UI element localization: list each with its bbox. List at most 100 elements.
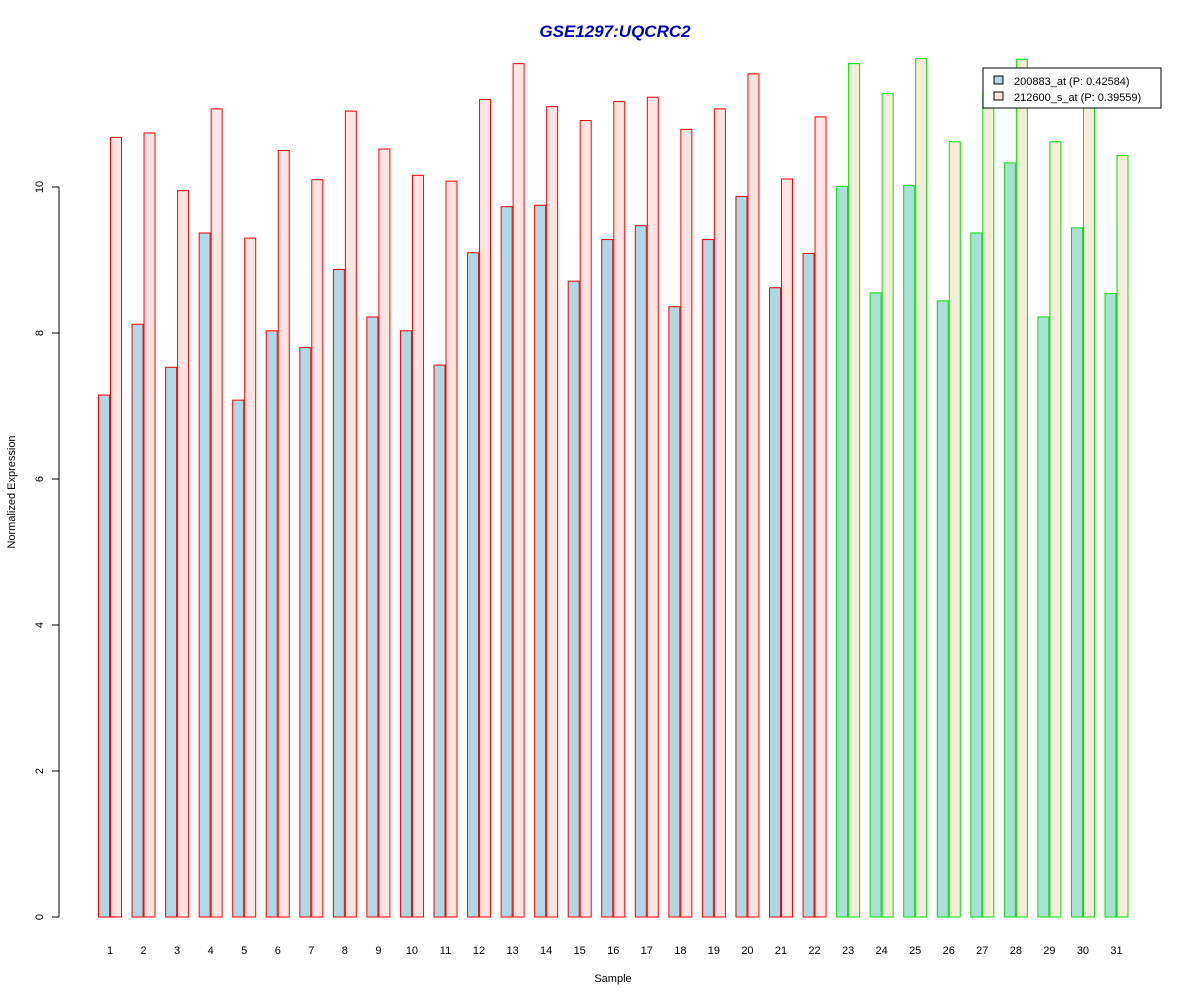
bar-212600-s-at-6 [277,150,290,918]
bar-212600-s-at-22 [814,116,827,918]
x-tick-label-20: 20 [741,945,753,957]
bar-212600-s-at-18 [680,128,693,918]
bar-212600-s-at-12 [479,98,492,918]
bar-212600-s-at-28 [1015,58,1028,918]
x-tick-label-29: 29 [1043,945,1055,957]
bar-200883-at-14 [534,204,547,918]
bar-200883-at-6 [265,330,278,918]
x-tick-label-12: 12 [473,945,485,957]
bar-212600-s-at-25 [915,58,928,918]
bar-200883-at-18 [668,306,681,918]
x-tick-label-14: 14 [540,945,552,957]
x-tick-label-24: 24 [876,945,888,957]
bar-212600-s-at-5 [244,237,257,918]
y-axis-label: Normalized Expression [6,435,18,548]
bars-group [98,58,1129,918]
bar-212600-s-at-9 [378,148,391,918]
bar-212600-s-at-17 [646,96,659,918]
bar-200883-at-28 [1003,162,1016,918]
legend-swatch-212600-s-at [993,91,1004,101]
x-tick-label-4: 4 [208,945,214,957]
bar-200883-at-27 [970,232,983,918]
x-tick-label-30: 30 [1077,945,1089,957]
y-tick-label-10: 10 [34,181,46,193]
bar-212600-s-at-4 [210,108,223,918]
legend-box [982,67,1162,109]
bar-200883-at-29 [1037,316,1050,918]
bar-200883-at-7 [299,347,312,918]
bar-200883-at-10 [399,330,412,918]
x-tick-label-19: 19 [708,945,720,957]
x-tick-label-28: 28 [1010,945,1022,957]
y-tick-label-0: 0 [34,914,46,920]
bar-212600-s-at-15 [579,120,592,918]
legend-swatch-200883-at [993,75,1004,85]
bar-200883-at-19 [701,239,714,918]
bar-212600-s-at-29 [1049,141,1062,918]
x-tick-label-11: 11 [440,945,451,957]
bar-212600-s-at-26 [948,141,961,918]
bar-212600-s-at-1 [110,136,122,918]
bar-200883-at-1 [98,394,110,918]
x-tick-label-23: 23 [842,945,854,957]
x-tick-label-26: 26 [943,945,955,957]
y-tick-label-4: 4 [34,622,46,628]
bar-200883-at-4 [198,232,211,918]
bar-200883-at-23 [836,185,849,918]
x-tick-label-9: 9 [375,945,381,957]
bar-200883-at-30 [1070,227,1083,918]
bar-212600-s-at-10 [411,174,424,918]
x-tick-label-15: 15 [574,945,586,957]
bar-212600-s-at-2 [143,132,156,918]
x-tick-label-16: 16 [607,945,619,957]
bar-200883-at-9 [366,316,379,918]
bar-212600-s-at-16 [613,101,626,918]
bar-200883-at-16 [601,239,614,918]
bar-200883-at-17 [634,225,647,918]
x-axis-label: Sample [594,973,631,985]
x-axis: 1 2 3 4 5 6 7 8 9 10 11 12 13 14 15 16 17 18 19 20 21 22 23 24 2… [107,945,1123,957]
y-axis: 0 2 4 6 8 10 [34,181,60,920]
y-tick-label-2: 2 [34,768,46,774]
bar-212600-s-at-7 [311,179,324,918]
bar-200883-at-13 [500,206,513,918]
bar-212600-s-at-24 [881,93,894,918]
bar-212600-s-at-14 [546,106,559,918]
bar-212600-s-at-27 [982,91,995,918]
x-tick-label-10: 10 [406,945,418,957]
bar-212600-s-at-11 [445,180,458,918]
bar-212600-s-at-13 [512,63,525,918]
y-tick-label-6: 6 [34,476,46,482]
bar-212600-s-at-31 [1116,155,1129,918]
x-tick-label-5: 5 [241,945,247,957]
x-tick-label-27: 27 [976,945,988,957]
bar-200883-at-11 [433,364,446,918]
chart-title: GSE1297:UQCRC2 [539,22,691,41]
bar-200883-at-31 [1104,293,1117,918]
legend-label-212600-s-at: 212600_s_at (P: 0.39559) [1014,92,1141,104]
bar-200883-at-3 [165,366,178,918]
bar-212600-s-at-20 [747,73,760,918]
bar-212600-s-at-30 [1082,106,1095,918]
bar-200883-at-26 [936,300,949,918]
x-tick-label-6: 6 [275,945,281,957]
bar-212600-s-at-3 [177,190,190,918]
x-tick-label-21: 21 [775,945,787,957]
bar-200883-at-15 [567,280,580,918]
legend-label-200883-at: 200883_at (P: 0.42584) [1014,76,1130,88]
bar-212600-s-at-23 [848,63,861,918]
x-tick-label-17: 17 [641,945,653,957]
bar-200883-at-2 [131,323,144,918]
x-tick-label-2: 2 [140,945,146,957]
x-tick-label-25: 25 [909,945,921,957]
bar-200883-at-12 [467,252,480,918]
bar-200883-at-24 [869,292,882,918]
x-tick-label-31: 31 [1110,945,1122,957]
bar-200883-at-22 [802,252,815,918]
bar-200883-at-5 [232,399,245,918]
x-tick-label-22: 22 [808,945,820,957]
bar-212600-s-at-21 [781,178,793,918]
legend: 200883_at (P: 0.42584) 212600_s_at (P: 0.… [982,67,1162,109]
bar-200883-at-20 [735,195,748,918]
